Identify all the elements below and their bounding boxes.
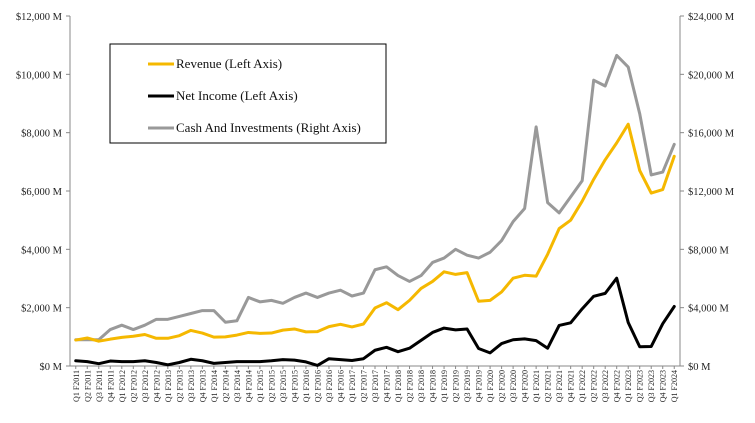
x-axis-tick-label: Q4 F2014 <box>244 370 253 402</box>
left-axis-tick-label: $0 M <box>40 362 63 373</box>
x-axis-tick-label: Q1 F2014 <box>210 370 219 402</box>
x-axis-tick-label: Q4 F2013 <box>198 370 207 402</box>
x-axis-tick-label: Q2 F2014 <box>221 370 230 402</box>
x-axis-tick-label: Q1 F2022 <box>578 370 587 402</box>
right-axis-tick-label: $12,000 M <box>688 187 735 198</box>
x-axis-tick-label: Q1 F2021 <box>532 370 541 402</box>
x-axis-tick-label: Q1 F2016 <box>302 370 311 402</box>
x-axis-tick-label: Q2 F2016 <box>313 370 322 402</box>
left-axis-tick-label: $4,000 M <box>21 245 63 256</box>
left-axis-tick-label: $12,000 M <box>16 12 63 23</box>
x-axis-tick-label: Q3 F2013 <box>187 370 196 402</box>
x-axis-tick-label: Q3 F2019 <box>463 370 472 402</box>
x-axis-tick-label: Q4 F2019 <box>475 370 484 402</box>
x-axis-tick-label: Q4 F2018 <box>429 370 438 402</box>
x-axis-tick-label: Q2 F2015 <box>267 370 276 402</box>
x-axis-tick-label: Q2 F2021 <box>544 370 553 402</box>
x-axis-tick-label: Q4 F2012 <box>152 370 161 402</box>
x-axis-tick-label: Q2 F2018 <box>406 370 415 402</box>
x-axis-tick-label: Q2 F2012 <box>129 370 138 402</box>
x-axis-tick-label: Q3 F2014 <box>233 370 242 402</box>
x-axis-tick-label: Q1 F2019 <box>440 370 449 402</box>
right-axis-tick-label: $20,000 M <box>688 70 735 81</box>
right-axis-tick-label: $24,000 M <box>688 12 735 23</box>
x-axis-tick-label: Q3 F2015 <box>279 370 288 402</box>
x-axis-tick-label: Q1 F2013 <box>164 370 173 402</box>
legend-label-cash-and-investments: Cash And Investments (Right Axis) <box>176 120 361 135</box>
x-axis-tick-label: Q2 F2019 <box>452 370 461 402</box>
series-line-cash-and-investments <box>74 53 676 342</box>
left-axis-tick-label: $2,000 M <box>21 304 63 315</box>
x-axis-tick-label: Q2 F2011 <box>83 370 92 402</box>
x-axis-tick-label: Q2 F2017 <box>359 370 368 402</box>
x-axis-tick-label: Q1 F2017 <box>348 370 357 402</box>
x-axis-tick-label: Q4 F2020 <box>521 370 530 402</box>
right-axis-tick-label: $0 M <box>688 362 711 373</box>
x-axis-tick-label: Q4 F2016 <box>336 370 345 402</box>
x-axis-tick-label: Q4 F2023 <box>659 370 668 402</box>
x-axis-tick-label: Q3 F2023 <box>647 370 656 402</box>
x-axis-tick-label: Q1 F2020 <box>486 370 495 402</box>
series-line-revenue <box>74 122 676 343</box>
left-axis-tick-label: $8,000 M <box>21 129 63 140</box>
x-axis-tick-label: Q1 F2018 <box>394 370 403 402</box>
x-axis-tick-label: Q3 F2020 <box>509 370 518 402</box>
x-axis-tick-label: Q4 F2011 <box>106 370 115 402</box>
x-axis-tick-label: Q3 F2016 <box>325 370 334 402</box>
x-axis-tick-label: Q3 F2012 <box>141 370 150 402</box>
x-axis-tick-label: Q3 F2021 <box>555 370 564 402</box>
right-axis-tick-label: $4,000 M <box>688 304 730 315</box>
x-axis-tick-label: Q4 F2022 <box>613 370 622 402</box>
x-axis-tick-label: Q4 F2015 <box>290 370 299 402</box>
legend-label-net-income: Net Income (Left Axis) <box>176 88 298 103</box>
x-axis-tick-label: Q1 F2024 <box>670 370 679 402</box>
x-axis-tick-label: Q3 F2017 <box>371 370 380 402</box>
x-axis-tick-label: Q2 F2023 <box>636 370 645 402</box>
series-lines <box>74 53 676 367</box>
x-axis-tick-label: Q2 F2022 <box>590 370 599 402</box>
right-axis-tick-label: $16,000 M <box>688 129 735 140</box>
x-axis-tick-label: Q2 F2020 <box>498 370 507 402</box>
x-axis-tick-label: Q1 F2011 <box>72 370 81 402</box>
left-axis-tick-label: $10,000 M <box>16 70 63 81</box>
left-axis-tick-label: $6,000 M <box>21 187 63 198</box>
x-axis-tick-label: Q4 F2021 <box>567 370 576 402</box>
x-axis-tick-label: Q2 F2013 <box>175 370 184 402</box>
right-axis: $0 M $4,000 M $8,000 M $12,000 M $16,000 M $2… <box>680 12 735 373</box>
x-axis-tick-label: Q3 F2018 <box>417 370 426 402</box>
legend: Revenue (Left Axis) Net Income (Left Axis… <box>109 43 387 144</box>
left-axis: $0 M $2,000 M $4,000 M $6,000 M $8,000 M $10,… <box>16 12 70 373</box>
x-axis-tick-label: Q3 F2011 <box>95 370 104 402</box>
x-axis-tick-label: Q1 F2015 <box>256 370 265 402</box>
x-axis-tick-label: Q1 F2012 <box>118 370 127 402</box>
series-line-net-income <box>74 276 676 367</box>
right-axis-tick-label: $8,000 M <box>688 245 730 256</box>
x-axis-tick-label: Q3 F2022 <box>601 370 610 402</box>
x-axis-tick-label: Q1 F2023 <box>624 370 633 402</box>
legend-label-revenue: Revenue (Left Axis) <box>176 56 282 71</box>
x-axis-tick-label: Q4 F2017 <box>383 370 392 402</box>
x-axis: Q1 F2011 Q2 F2011 Q3 F2011 Q4 F2011 Q1 F2012… <box>72 366 679 402</box>
